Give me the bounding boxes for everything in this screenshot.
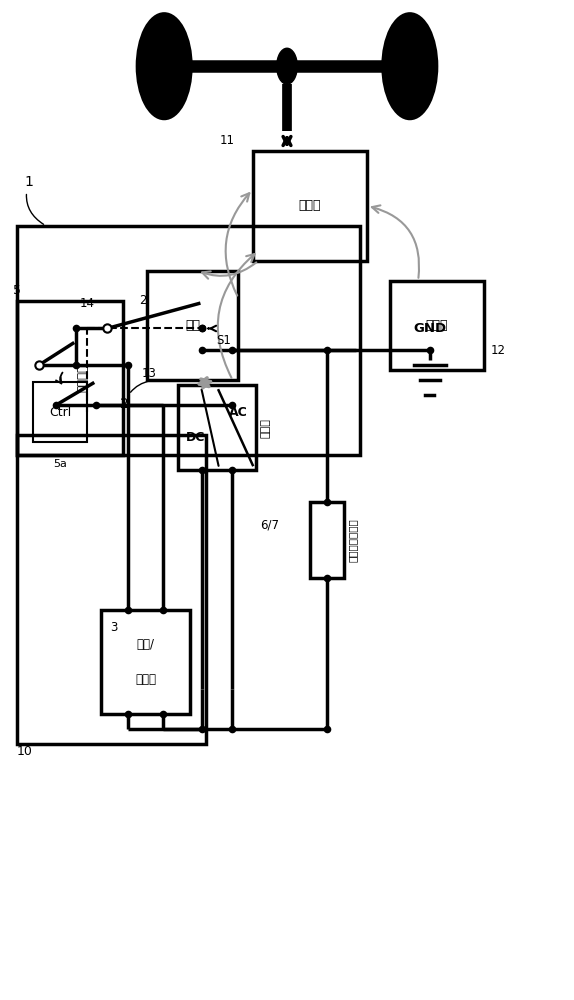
Text: DC: DC (186, 431, 205, 444)
Text: 车架和／或车身: 车架和／或车身 (347, 518, 358, 562)
Bar (147, 271, 238, 380)
Bar (179, 385, 255, 470)
Text: GND: GND (413, 322, 447, 335)
Bar (102, 610, 190, 714)
Text: 逆变器: 逆变器 (260, 418, 270, 438)
Ellipse shape (383, 14, 437, 119)
Text: 电池/: 电池/ (137, 638, 154, 651)
Text: 2: 2 (139, 294, 147, 307)
Text: 5a: 5a (53, 459, 67, 469)
Text: 14: 14 (80, 297, 95, 310)
Text: 10: 10 (16, 745, 32, 758)
Circle shape (277, 48, 297, 84)
Bar (253, 151, 367, 261)
Text: 3: 3 (110, 621, 118, 634)
Text: 变速器: 变速器 (298, 199, 321, 212)
Bar (33, 382, 87, 442)
Text: 能量管理: 能量管理 (76, 364, 90, 392)
Bar (17, 226, 360, 455)
Ellipse shape (137, 14, 191, 119)
Text: 内燃机: 内燃机 (426, 319, 448, 332)
Text: 13: 13 (141, 367, 156, 380)
Text: 5: 5 (13, 284, 21, 297)
Bar (390, 281, 484, 370)
Text: AC: AC (229, 406, 248, 419)
Text: Ctrl: Ctrl (49, 406, 71, 419)
Text: 11: 11 (219, 134, 235, 147)
Text: S1: S1 (216, 334, 231, 347)
Text: 12: 12 (491, 344, 506, 357)
Text: 蔻存器: 蔻存器 (135, 673, 156, 686)
Text: 电机: 电机 (185, 319, 200, 332)
Bar (310, 502, 344, 578)
Text: 1: 1 (24, 175, 44, 224)
Text: 6/7: 6/7 (261, 518, 280, 531)
Text: 2: 2 (119, 381, 150, 411)
Bar (17, 435, 206, 744)
Bar (17, 301, 123, 455)
